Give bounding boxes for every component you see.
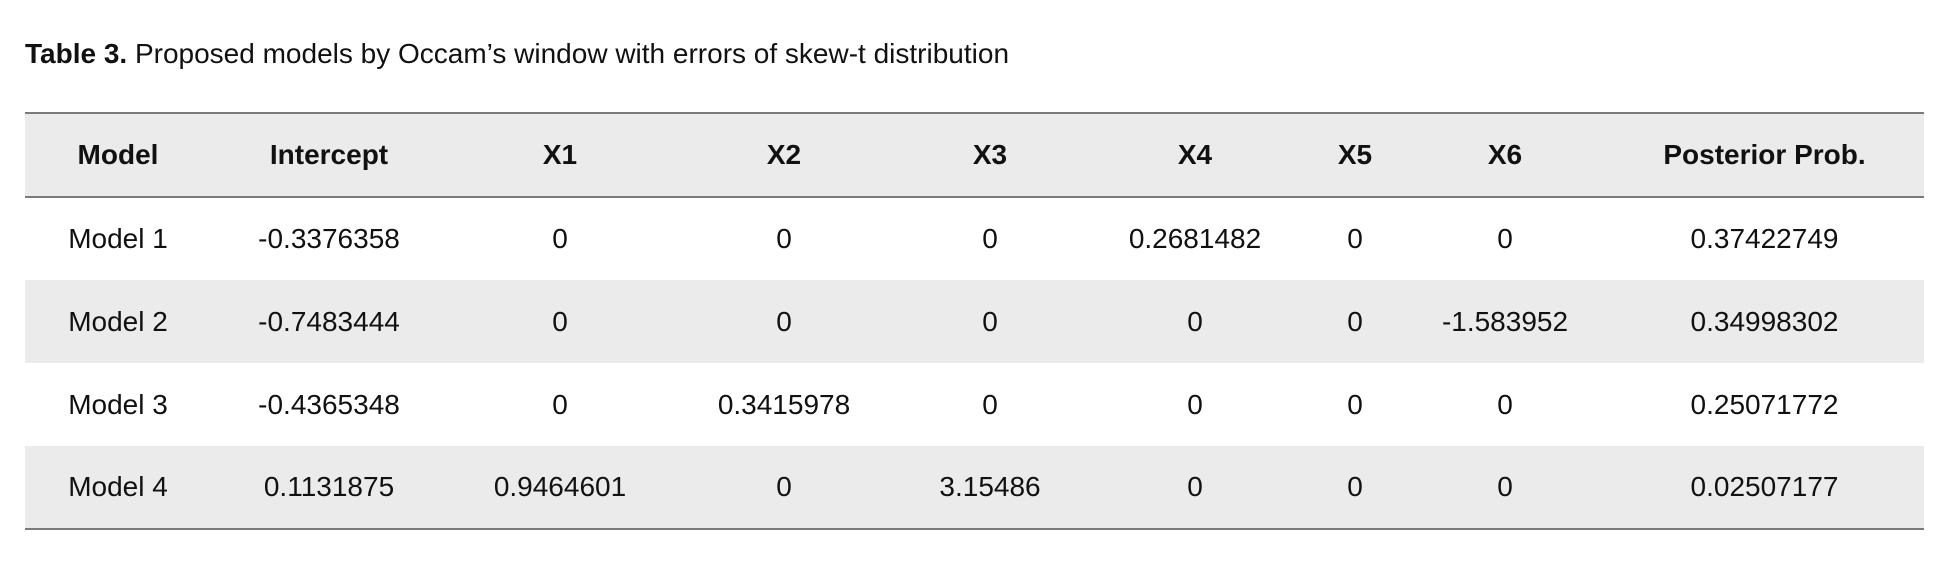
table-cell: Model 4 — [68, 471, 168, 502]
header-cell: Posterior Prob. — [1663, 139, 1866, 170]
table-cell: 0 — [552, 388, 568, 420]
table-cell: Model 3 — [68, 388, 168, 420]
table-cell: 0 — [776, 223, 792, 254]
table-cell: 0 — [776, 305, 792, 337]
table-cell: 0.1131875 — [263, 471, 395, 502]
table-cell: 3.15486 — [939, 471, 1041, 502]
header-cell: X4 — [1177, 139, 1213, 170]
table-cell: 0.25071772 — [1690, 388, 1839, 420]
table-cell: 0 — [776, 471, 792, 502]
header-cell: X3 — [972, 139, 1008, 170]
table-cell: 0.3415978 — [717, 388, 851, 420]
caption-text: Proposed models by Occam’s window with e… — [134, 38, 1010, 69]
table-cell: -1.583952 — [1441, 305, 1569, 337]
table-cell: 0 — [982, 388, 998, 420]
table-cell: 0.37422749 — [1690, 223, 1839, 254]
table-row: Model 1 -0.3376358 0 0 0 0.2681482 0 0 0.3742274… — [25, 197, 1924, 280]
table-row: Model 4 0.1131875 0.9464601 0 3.15486 0 0 0 0.02… — [25, 446, 1924, 529]
table-cell: 0 — [1187, 388, 1203, 420]
header-row: Model Intercept X1 X2 X3 X4 X5 X6 Posterior Prob… — [25, 113, 1924, 197]
table-cell: 0 — [982, 223, 998, 254]
table-cell: 0 — [1347, 471, 1363, 502]
table-cell: -0.7483444 — [258, 305, 400, 337]
header-cell: X1 — [542, 139, 578, 170]
table-cell: 0 — [1497, 471, 1513, 502]
header-cell: X2 — [766, 139, 802, 170]
table-cell: 0 — [1347, 223, 1363, 254]
table-cell: 0 — [1497, 388, 1513, 420]
caption-label: Table 3. — [25, 38, 128, 69]
table-cell: 0 — [1497, 223, 1513, 254]
header-cell: X6 — [1487, 139, 1523, 170]
table-row: Model 3 -0.4365348 0 0.3415978 0 0 0 0 0.2507177… — [25, 363, 1924, 446]
table-cell: 0 — [552, 223, 568, 254]
table-cell: 0.9464601 — [493, 471, 627, 502]
table-header: Model Intercept X1 X2 X3 X4 X5 X6 Posterior Prob… — [25, 113, 1924, 197]
header-cell: X5 — [1337, 139, 1373, 170]
table-cell: 0.34998302 — [1690, 305, 1839, 337]
table-cell: Model 1 — [68, 223, 168, 254]
table-cell: 0 — [1347, 388, 1363, 420]
table-cell: Model 2 — [68, 305, 168, 337]
table-cell: 0 — [1347, 305, 1363, 337]
table: Model Intercept X1 X2 X3 X4 X5 X6 Posterior Prob… — [25, 112, 1924, 530]
table-row: Model 2 -0.7483444 0 0 0 0 0 -1.583952 0.3499830… — [25, 280, 1924, 363]
header-cell: Intercept — [269, 139, 389, 170]
table-cell: 0 — [1187, 305, 1203, 337]
table-cell: 0.02507177 — [1690, 471, 1839, 502]
table-caption: Table 3. Proposed models by Occam’s wind… — [25, 38, 1009, 70]
table-cell: 0 — [982, 305, 998, 337]
table-cell: 0 — [1187, 471, 1203, 502]
table-cell: 0 — [552, 305, 568, 337]
table-cell: -0.3376358 — [258, 223, 400, 254]
header-cell: Model — [77, 139, 159, 170]
table-body: Model 1 -0.3376358 0 0 0 0.2681482 0 0 0.3742274… — [25, 197, 1924, 529]
table-cell: -0.4365348 — [258, 388, 400, 420]
table-cell: 0.2681482 — [1128, 223, 1262, 254]
